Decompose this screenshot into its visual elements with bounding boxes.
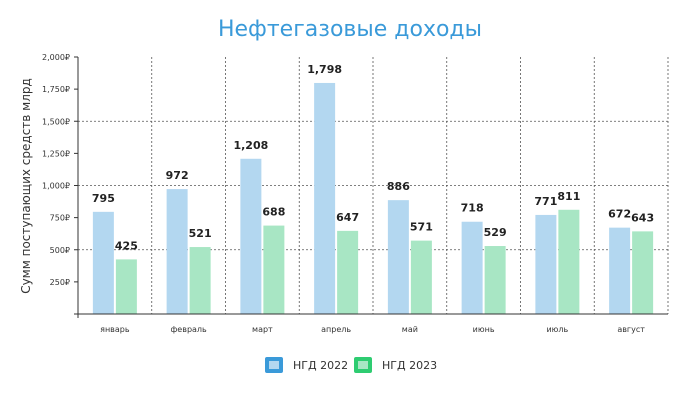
legend-swatch-inner bbox=[358, 361, 368, 369]
x-tick-label: апрель bbox=[321, 325, 351, 334]
x-tick-label: июнь bbox=[473, 325, 495, 334]
data-label: 521 bbox=[189, 227, 212, 240]
data-label: 1,208 bbox=[233, 139, 268, 152]
bar bbox=[337, 230, 359, 314]
bar bbox=[632, 231, 654, 314]
bar bbox=[314, 82, 336, 314]
x-tick-label: июль bbox=[546, 325, 568, 334]
labels-layer: 795 425 972 521 1,208 688 1,798 647 886 571 718529… bbox=[92, 63, 654, 252]
y-tick-label: 1,000₽ bbox=[42, 182, 70, 191]
y-tick-label: 1,500₽ bbox=[42, 117, 70, 126]
bar bbox=[166, 189, 188, 314]
x-tick-label: август bbox=[617, 325, 645, 334]
data-label: 643 bbox=[631, 211, 654, 224]
bar bbox=[484, 246, 506, 314]
data-label: 886 bbox=[387, 180, 410, 193]
y-axis-label: Сумм поступающих средств млрд bbox=[19, 78, 33, 294]
bar bbox=[558, 209, 580, 314]
bar bbox=[189, 247, 211, 314]
bar bbox=[263, 225, 285, 314]
legend-swatch-inner bbox=[269, 361, 279, 369]
x-tick-label: май bbox=[402, 325, 418, 334]
x-tick-label: январь bbox=[100, 325, 130, 334]
y-tick-label: 1,250₽ bbox=[42, 149, 70, 158]
data-label: 647 bbox=[336, 211, 359, 224]
bar bbox=[115, 259, 137, 314]
data-label: 672 bbox=[608, 208, 631, 221]
data-label: 811 bbox=[557, 190, 580, 203]
y-tick-label: 1,750₽ bbox=[42, 85, 70, 94]
axes-layer: 250₽ 500₽ 750₽ 1,000₽ 1,250₽ 1,500₽ 1,750₽ 2,00… bbox=[42, 53, 668, 334]
grid-layer bbox=[77, 57, 669, 314]
bar bbox=[609, 227, 631, 314]
data-label: 771 bbox=[534, 195, 557, 208]
y-tick-label: 500₽ bbox=[50, 246, 70, 255]
x-tick-label: март bbox=[252, 325, 273, 334]
bar bbox=[92, 211, 114, 314]
bars-layer bbox=[92, 82, 654, 314]
legend-label: НГД 2023 bbox=[382, 359, 437, 372]
bar bbox=[461, 221, 483, 314]
data-label: 688 bbox=[262, 206, 285, 219]
legend-label: НГД 2022 bbox=[293, 359, 348, 372]
legend: НГД 2022 НГД 2023 bbox=[265, 357, 437, 373]
bar bbox=[535, 214, 557, 314]
bar bbox=[387, 200, 409, 314]
data-label: 1,798 bbox=[307, 63, 342, 76]
y-tick-label: 2,000₽ bbox=[42, 53, 70, 62]
y-tick-label: 750₽ bbox=[50, 214, 70, 223]
x-tick-label: февраль bbox=[170, 325, 207, 334]
y-tick-label: 250₽ bbox=[50, 278, 70, 287]
chart-title: Нефтегазовые доходы bbox=[218, 17, 482, 42]
data-label: 972 bbox=[166, 169, 189, 182]
data-label: 425 bbox=[115, 239, 138, 252]
data-label: 718 bbox=[461, 202, 484, 215]
data-label: 529 bbox=[484, 226, 507, 239]
data-label: 795 bbox=[92, 192, 115, 205]
bar bbox=[410, 240, 432, 314]
data-label: 571 bbox=[410, 221, 433, 234]
bar bbox=[240, 158, 262, 314]
